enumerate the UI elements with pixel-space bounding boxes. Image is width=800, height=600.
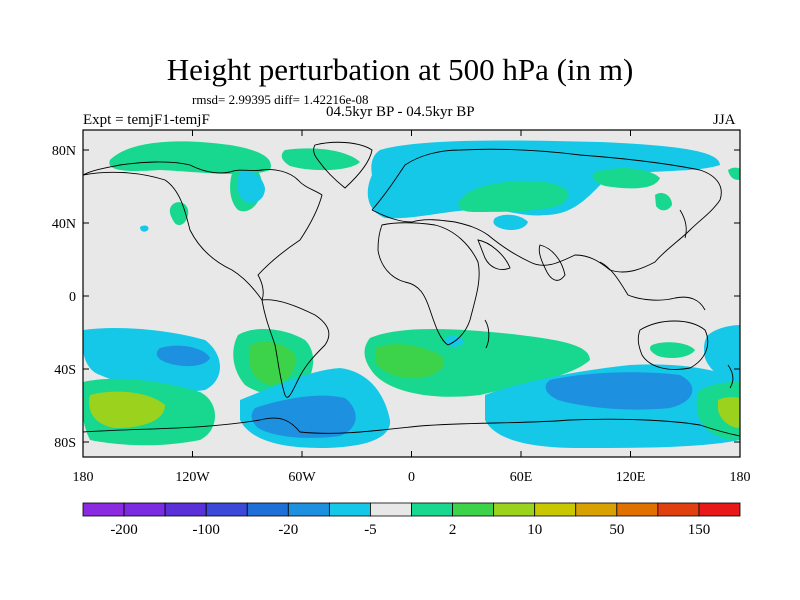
lon-tick-label: 0 [408,470,415,485]
colorbar-swatch [246,502,289,517]
season-label: JJA [713,112,736,128]
coast-antarctica [83,417,740,437]
contour-southpac-core [156,345,210,367]
colorbar-label: 150 [688,522,711,538]
coast-madagascar [484,319,490,349]
coast-new-zealand [727,364,734,389]
contour-siberia-green [458,180,569,212]
coast-australia [637,320,709,370]
coast-africa [377,222,480,346]
contour-hudson-low [237,170,265,203]
coast-japan [679,209,687,239]
contour-arctic-green [281,148,360,171]
coast-south-america [261,299,330,398]
colorbar-label: -20 [278,522,298,538]
contour-southern-ocean-low-west-core [251,395,356,438]
colorbar: -200 -100 -20 -5 2 10 50 150 [82,502,741,538]
contour-japan-green [655,193,672,211]
colorbar-label: 10 [527,522,542,538]
stats-line: rmsd= 2.99395 diff= 1.42216e-08 [192,92,369,107]
colorbar-swatch [493,502,536,517]
contour-atlantic-high-core [375,344,444,379]
colorbar-swatch [287,502,330,517]
colorbar-swatch [411,502,453,517]
coast-north-america [83,161,323,301]
contour-eurasia-green [592,168,660,189]
page-title: Height perturbation at 500 hPa (in m) [166,52,634,87]
lon-tick-label: 180 [73,470,94,485]
lon-tick-label: 120W [175,470,210,485]
colorbar-swatch [82,502,125,517]
contour-tasman-low [704,325,740,381]
contour-chile-high-core [248,341,296,385]
colorbar-label: 50 [609,522,624,538]
lon-tick-label: 120E [616,470,646,485]
lat-tick-label: 40S [54,363,76,378]
lat-tick-label: 80S [54,436,76,451]
lon-tick-label: 60E [510,470,533,485]
colorbar-swatch [205,502,248,517]
coastlines [83,141,740,437]
contour-atlantic-high [364,329,590,397]
coast-arabia [477,239,511,270]
colorbar-swatch [123,502,166,517]
contour-greenland-high [109,141,271,175]
contour-indian-low-core [545,372,693,410]
colorbar-swatch [164,502,207,517]
contour-small-low [140,225,149,232]
colorbar-label: -100 [192,522,220,538]
lon-tick-label: 180 [730,470,751,485]
colorbar-swatch [698,502,741,517]
contour-southpac-low [83,328,220,392]
colorbar-swatch [328,502,371,517]
contour-australia-high [650,342,695,358]
lon-tick-label: 60W [288,470,316,485]
contour-east-edge-high-core [718,397,740,428]
lat-tick-label: 0 [69,290,76,305]
contour-caspian-low [493,214,528,230]
coast-southeast-asia [599,261,706,311]
colorbar-swatch [575,502,618,517]
colorbar-label: -5 [364,522,377,538]
lat-axis: 80N 40N 0 40S 80S [52,144,740,451]
colorbar-label: 2 [449,522,457,538]
lat-tick-label: 80N [52,144,76,159]
experiment-label: Expt = temjF1-temjF [83,112,210,128]
contour-southpac-high-core [89,391,165,428]
colorbar-swatch [534,502,577,517]
lon-axis: 180 120W 60W 0 60E 120E 180 [73,130,751,485]
coast-europe-asia [371,148,722,273]
coast-india [538,244,566,281]
colorbar-swatch [452,502,495,517]
period-label: 04.5kyr BP - 04.5kyr BP [326,104,475,120]
colorbar-swatch [657,502,700,517]
coast-greenland [313,141,373,189]
colorbar-label: -200 [110,522,138,538]
lat-tick-label: 40N [52,217,76,232]
contour-ne-edge-green [728,167,740,180]
colorbar-swatch [370,502,412,517]
colorbar-swatch [616,502,659,517]
